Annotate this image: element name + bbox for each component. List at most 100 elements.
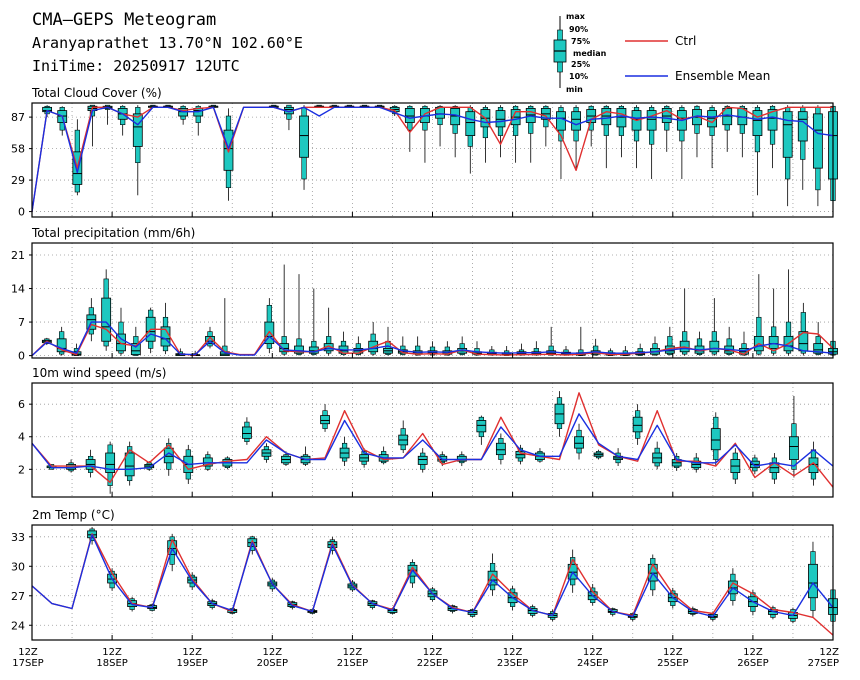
- box-whisker: [261, 443, 272, 463]
- box-whisker: [767, 105, 778, 169]
- x-tick-label-date: 19SEP: [176, 658, 207, 669]
- box-25-75: [116, 333, 126, 352]
- box-whisker: [574, 423, 584, 460]
- y-tick-label: 21: [11, 249, 25, 262]
- box-10-90: [667, 336, 673, 355]
- panel-title: Total Cloud Cover (%): [31, 86, 162, 100]
- y-tick-label: 58: [11, 143, 25, 156]
- box-25-75: [242, 426, 252, 439]
- box-10-90: [756, 316, 762, 355]
- y-tick-label: 2: [18, 463, 25, 476]
- x-tick-label-time: 12Z: [583, 647, 603, 658]
- box-whisker: [789, 396, 799, 478]
- panel-title: Total precipitation (mm/6h): [31, 226, 195, 240]
- box-whisker: [476, 415, 487, 445]
- box-whisker: [593, 449, 604, 460]
- panel-title: 2m Temp (°C): [32, 508, 115, 522]
- y-tick-label: 6: [18, 398, 25, 411]
- box-25-75: [768, 336, 779, 349]
- ensemble-mean-line: [31, 413, 834, 470]
- box-25-75: [132, 113, 143, 147]
- box-whisker: [752, 105, 763, 196]
- box-whisker: [279, 264, 290, 356]
- box-25-75: [56, 338, 67, 353]
- box-whisker: [797, 105, 808, 190]
- box-25-75: [661, 108, 672, 123]
- legend-label-90: 90%: [569, 25, 588, 34]
- legend-label-min: min: [566, 85, 583, 94]
- box-25-75: [601, 108, 612, 126]
- box-25-75: [279, 343, 290, 353]
- box-25-75: [767, 109, 778, 131]
- panel-1: Total Cloud Cover (%) 0 29 58 87: [11, 86, 838, 219]
- ensemble-mean-line: [31, 106, 834, 212]
- box-25-75: [495, 110, 506, 128]
- legend-label-75: 75%: [571, 37, 590, 46]
- x-tick-label-time: 12Z: [182, 647, 202, 658]
- box-whisker: [465, 105, 476, 174]
- box-25-75: [574, 436, 584, 449]
- ensemble-mean-line: [31, 321, 834, 357]
- box-25-75: [465, 111, 476, 136]
- box-whisker: [242, 417, 252, 445]
- box-25-75: [556, 111, 566, 131]
- x-tick-label-time: 12Z: [819, 647, 839, 658]
- panel-3: 10m wind speed (m/s) 2 4 6: [18, 366, 834, 498]
- y-tick-label: 0: [18, 350, 25, 363]
- panel-title: 10m wind speed (m/s): [32, 366, 166, 380]
- box-25-75: [646, 110, 657, 131]
- x-tick-label-date: 20SEP: [257, 658, 288, 669]
- box-25-75: [294, 345, 304, 354]
- box-whisker: [339, 436, 350, 467]
- box-whisker: [808, 541, 818, 618]
- box-whisker: [299, 105, 309, 190]
- legend-label-10: 10%: [569, 72, 588, 81]
- box-25-75: [264, 321, 275, 345]
- x-tick-label-time: 12Z: [18, 647, 38, 658]
- init-time-label: IniTime: 20250917 12UTC: [32, 57, 240, 75]
- box-25-75: [789, 436, 799, 460]
- ensemble-mean-line: [31, 534, 834, 618]
- panels: Total Cloud Cover (%) 0 29 58 87 Total precip…: [11, 86, 838, 641]
- legend-ctrl-label: Ctrl: [675, 34, 696, 48]
- box-whisker: [124, 441, 135, 486]
- y-tick-label: 87: [11, 111, 25, 124]
- legend-label-max: max: [566, 12, 586, 21]
- legend-mean-label: Ensemble Mean: [675, 69, 770, 83]
- box-25-75: [709, 340, 720, 353]
- box-whisker: [398, 420, 409, 454]
- y-tick-label: 30: [11, 560, 25, 573]
- x-tick-label-date: 22SEP: [417, 658, 448, 669]
- panel-4: 2m Temp (°C) 24 27 30 33: [11, 508, 838, 641]
- box-25-75: [808, 563, 818, 599]
- box-25-75: [101, 297, 112, 342]
- x-tick-label-time: 12Z: [343, 647, 363, 658]
- box-25-75: [571, 111, 581, 131]
- x-tick-label-date: 24SEP: [577, 658, 608, 669]
- box-whisker: [85, 449, 96, 478]
- box-25-75: [813, 343, 824, 354]
- y-tick-label: 14: [11, 283, 25, 296]
- y-tick-label: 27: [11, 590, 25, 603]
- box-whisker: [632, 404, 643, 445]
- box-25-75: [476, 420, 487, 433]
- box-whisker: [769, 453, 780, 484]
- box-whisker: [586, 105, 597, 147]
- y-tick-label: 33: [11, 531, 25, 544]
- box-25-75: [752, 110, 763, 136]
- chart-title: CMA—GEPS Meteogram: [32, 10, 216, 30]
- legend-label-median: median: [573, 49, 607, 58]
- x-tick-label-date: 18SEP: [96, 658, 127, 669]
- box-whisker: [554, 391, 565, 437]
- box-25-75: [105, 452, 116, 473]
- box-whisker: [101, 269, 112, 351]
- location-label: Aranyaprathet 13.70°N 102.60°E: [32, 34, 303, 52]
- box-whisker: [710, 412, 721, 467]
- y-tick-label: 7: [18, 316, 25, 329]
- legend-label-25: 25%: [571, 60, 590, 69]
- box-whisker: [308, 288, 319, 356]
- y-tick-label: 4: [18, 431, 25, 444]
- box-whisker: [601, 105, 612, 169]
- box-25-75: [320, 415, 330, 425]
